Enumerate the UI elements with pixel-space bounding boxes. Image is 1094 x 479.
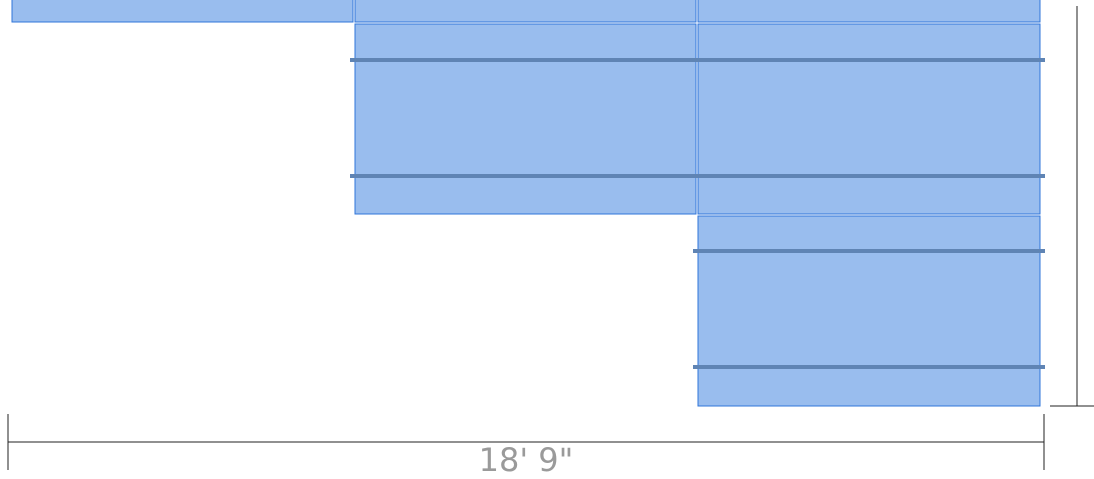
panel-row1-col1[interactable] — [11, 0, 354, 23]
panel-row3-col3[interactable] — [697, 215, 1041, 407]
panel-row2-col2[interactable] — [354, 23, 697, 215]
panel-row2-col3[interactable] — [697, 23, 1041, 215]
panel-row1-col2[interactable] — [354, 0, 697, 23]
horizontal-dimension-label: 18' 9" — [479, 441, 574, 479]
panel-row1-col3[interactable] — [697, 0, 1041, 23]
